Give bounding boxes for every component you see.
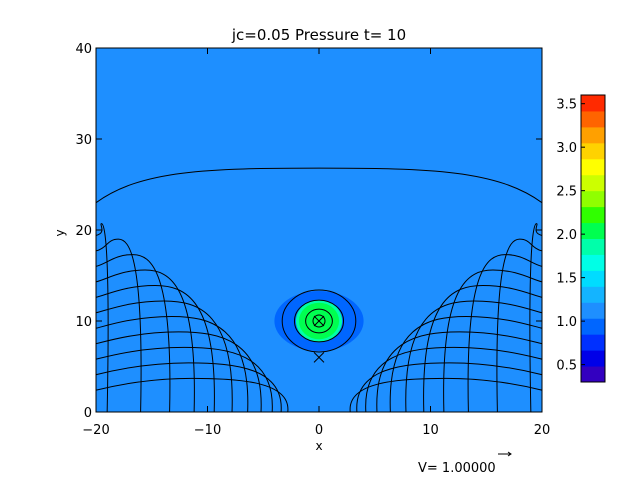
vector-label: V= 1.00000 <box>418 461 496 476</box>
x-marker <box>313 352 325 363</box>
markers <box>312 314 326 363</box>
circle-x-marker <box>312 314 326 328</box>
field-line-left <box>96 315 249 412</box>
colorbar-swatch <box>581 174 605 192</box>
y-tick-label: 10 <box>75 315 92 330</box>
colorbar-swatch <box>581 318 605 335</box>
x-tick-label: −10 <box>194 423 221 438</box>
field-line-right <box>356 362 542 412</box>
chart-title: jc=0.05 Pressure t= 10 <box>231 26 406 44</box>
colorbar-swatch <box>581 238 605 255</box>
colorbar-tick-label: 3.5 <box>556 98 577 113</box>
colorbar-swatch <box>581 366 605 383</box>
colorbar-swatch <box>581 270 605 287</box>
colorbar-tick-label: 0.5 <box>556 359 577 374</box>
field-loop <box>305 308 333 334</box>
x-tick-label: 20 <box>534 423 551 438</box>
colorbar-tick-label: 2.0 <box>556 228 577 243</box>
field-line-right <box>423 285 542 412</box>
vector-arrow <box>498 451 512 457</box>
field-line-left <box>96 377 289 412</box>
pressure-field <box>96 48 542 412</box>
colorbar-swatch <box>581 110 605 128</box>
colorbar-swatch <box>581 302 605 319</box>
x-axis-label: x <box>315 439 322 453</box>
field-line-left <box>96 362 282 412</box>
colorbar-frame <box>580 94 606 383</box>
colorbar-tick-label: 2.5 <box>556 185 577 200</box>
y-tick-label: 20 <box>75 224 92 239</box>
field-line-left <box>96 300 233 412</box>
field-line-left <box>96 331 262 412</box>
field-line-top <box>96 167 542 204</box>
field-line-right <box>376 331 542 412</box>
colorbar-swatch <box>581 95 605 112</box>
colorbar-swatch <box>581 334 605 351</box>
colorbar-swatch <box>581 286 605 303</box>
colorbar-swatch <box>581 190 605 208</box>
colorbar-tick-label: 1.0 <box>556 315 577 330</box>
field-line-left <box>96 254 171 412</box>
y-axis-label: y <box>53 229 67 236</box>
field-line-left <box>96 346 273 412</box>
x-tick-label: 0 <box>315 423 323 438</box>
plot-area <box>95 47 543 413</box>
colorbar-tick-label: 1.5 <box>556 272 577 287</box>
field-line-left <box>96 285 215 412</box>
field-lines <box>96 167 542 412</box>
colorbar-swatch <box>581 222 605 239</box>
colorbar-tick-label: 3.0 <box>556 141 577 156</box>
field-loop <box>281 289 357 353</box>
y-tick-label: 40 <box>75 42 92 57</box>
field-line-right <box>349 377 542 412</box>
field-line-right <box>365 346 542 412</box>
colorbar: 0.5 1.0 1.5 2.0 2.5 3.0 3.5 <box>556 94 606 383</box>
field-line-right <box>405 300 542 412</box>
x-axis: −20 −10 0 10 20 <box>82 48 550 438</box>
y-tick-label: 0 <box>84 406 92 421</box>
colorbar-swatch <box>581 126 605 144</box>
y-axis: 0 10 20 30 40 <box>75 42 542 421</box>
y-tick-label: 30 <box>75 133 92 148</box>
colorbar-swatch <box>581 206 605 224</box>
colorbar-swatch <box>581 142 605 160</box>
x-tick-label: −20 <box>82 423 109 438</box>
colorbar-swatch <box>581 254 605 271</box>
field-line-right <box>467 254 542 412</box>
x-tick-label: 10 <box>422 423 439 438</box>
field-loop <box>293 299 345 343</box>
colorbar-swatch <box>581 158 605 176</box>
field-line-right <box>389 315 542 412</box>
colorbar-swatch <box>581 350 605 367</box>
